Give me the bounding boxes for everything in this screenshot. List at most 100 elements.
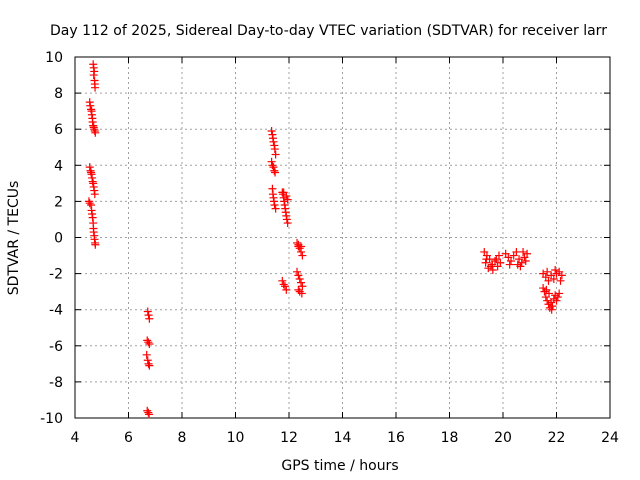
data-point [547, 305, 556, 314]
x-tick-label: 14 [334, 430, 352, 446]
data-point [548, 302, 557, 311]
data-point [143, 307, 152, 316]
data-point [543, 267, 552, 276]
y-tick-label: -6 [49, 339, 63, 355]
data-point [543, 296, 552, 305]
data-point [293, 267, 302, 276]
y-tick-label: 10 [45, 50, 63, 66]
data-point [507, 256, 516, 265]
data-point [271, 168, 280, 177]
axis-ticks [74, 56, 611, 419]
data-point [517, 258, 526, 267]
data-point [283, 195, 292, 204]
grid [75, 57, 610, 418]
data-point [85, 199, 94, 208]
x-tick-label: 24 [601, 430, 619, 446]
y-tick-label: 6 [54, 122, 63, 138]
data-point [145, 410, 154, 419]
data-point [505, 260, 514, 269]
data-point [144, 408, 153, 417]
x-tick-label: 4 [71, 430, 80, 446]
data-point [85, 163, 94, 172]
data-point [486, 262, 495, 271]
data-point [540, 287, 549, 296]
data-point [271, 204, 280, 213]
y-tick-label: 0 [54, 231, 63, 247]
data-point [144, 338, 153, 347]
y-tick-label: -8 [49, 375, 63, 391]
data-point [267, 157, 276, 166]
x-tick-label: 16 [387, 430, 405, 446]
data-point [496, 258, 505, 267]
data-point [269, 137, 278, 146]
y-tick-label: -2 [49, 267, 63, 283]
x-tick-label: 10 [227, 430, 245, 446]
data-point [521, 256, 530, 265]
data-point [551, 265, 560, 274]
data-point [482, 255, 491, 264]
x-tick-label: 8 [178, 430, 187, 446]
data-point [270, 145, 279, 154]
data-point [297, 242, 306, 251]
data-point [282, 191, 291, 200]
data-point [280, 282, 289, 291]
data-point [145, 339, 154, 348]
data-point [269, 163, 278, 172]
data-point [298, 282, 307, 291]
data-point [268, 161, 277, 170]
data-point [549, 275, 558, 284]
y-tick-label: 8 [54, 86, 63, 102]
data-point [297, 278, 306, 287]
data-point [295, 275, 304, 284]
data-point [295, 244, 304, 253]
data-point [145, 361, 154, 370]
data-point [84, 197, 93, 206]
y-tick-label: -4 [49, 303, 63, 319]
data-point [143, 406, 152, 415]
data-point [494, 251, 503, 260]
y-axis-tick-labels: 10 8 6 4 2 0 -2 -4 -6 -8 -10 [40, 50, 63, 427]
x-tick-label: 6 [124, 430, 133, 446]
data-point [267, 127, 276, 136]
data-point [544, 276, 553, 285]
data-point [294, 271, 303, 280]
x-tick-label: 12 [280, 430, 298, 446]
data-point [512, 247, 521, 256]
data-point [270, 166, 279, 175]
data-point [481, 258, 490, 267]
data-point [91, 240, 100, 249]
data-point [294, 285, 303, 294]
y-axis-title: SDTVAR / TECUs [6, 181, 22, 296]
data-point [298, 251, 307, 260]
data-point [279, 280, 288, 289]
y-tick-label: 4 [54, 158, 63, 174]
data-point [144, 311, 153, 320]
data-point [89, 71, 98, 80]
data-point [545, 289, 554, 298]
data-point [552, 296, 561, 305]
y-tick-label: 2 [54, 194, 63, 210]
data-point [555, 289, 564, 298]
data-point [516, 262, 525, 271]
data-point [86, 101, 95, 110]
data-point [271, 150, 280, 159]
data-point [488, 265, 497, 274]
data-point [143, 356, 152, 365]
data-point [278, 276, 287, 285]
x-tick-label: 22 [548, 430, 566, 446]
data-point [293, 238, 302, 247]
data-points [84, 60, 566, 419]
x-axis-title: GPS time / hours [281, 458, 398, 474]
x-tick-label: 18 [441, 430, 459, 446]
data-point [270, 201, 279, 210]
data-point [557, 271, 566, 280]
data-point [142, 350, 151, 359]
data-point [297, 289, 306, 298]
data-point [144, 359, 153, 368]
y-tick-label: -10 [40, 411, 63, 427]
data-point [282, 215, 291, 224]
data-point [523, 249, 532, 258]
data-point [556, 276, 565, 285]
chart-title: Day 112 of 2025, Sidereal Day-to-day VTE… [50, 23, 607, 39]
